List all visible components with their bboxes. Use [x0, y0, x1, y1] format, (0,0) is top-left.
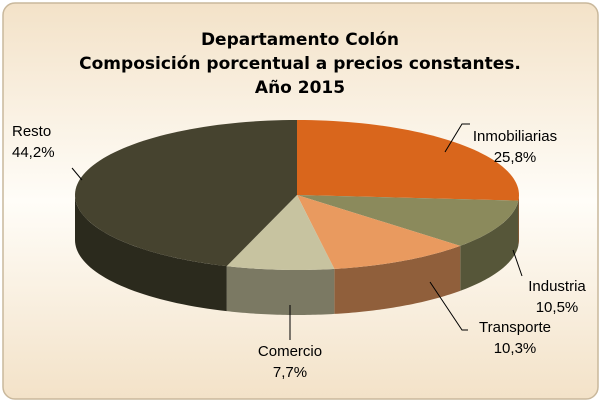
pie-tops [75, 120, 519, 270]
pie-slice-side [334, 245, 461, 314]
leader-line [444, 123, 470, 153]
data-label-name: Inmobiliarias [473, 128, 557, 145]
pie-slice [297, 195, 461, 269]
leader-line [512, 249, 523, 277]
pie-slice [297, 120, 519, 201]
pie-slice-side [460, 200, 519, 291]
leader-line [429, 281, 468, 331]
pie-slice-side [226, 266, 335, 315]
data-label-name: Transporte [479, 319, 551, 336]
pie-slice [226, 195, 335, 270]
pie-slice [75, 120, 297, 267]
data-label-value: 10,5% [536, 299, 579, 316]
chart-title: Departamento Colón [201, 30, 399, 50]
leader-line [71, 167, 83, 181]
chart-title: Año 2015 [255, 78, 345, 98]
data-label-value: 25,8% [494, 149, 537, 166]
data-label-name: Comercio [258, 343, 322, 360]
data-label-name: Industria [528, 278, 586, 295]
data-label-value: 10,3% [494, 340, 537, 357]
pie-slice-side [75, 195, 227, 312]
pie-sides [75, 195, 519, 315]
chart-title: Composición porcentual a precios constan… [79, 54, 521, 74]
pie-slice [297, 195, 519, 246]
data-label-name: Resto [12, 123, 51, 140]
data-label-value: 44,2% [12, 144, 55, 161]
pie-slice-side [518, 195, 519, 246]
data-label-value: 7,7% [273, 364, 307, 381]
